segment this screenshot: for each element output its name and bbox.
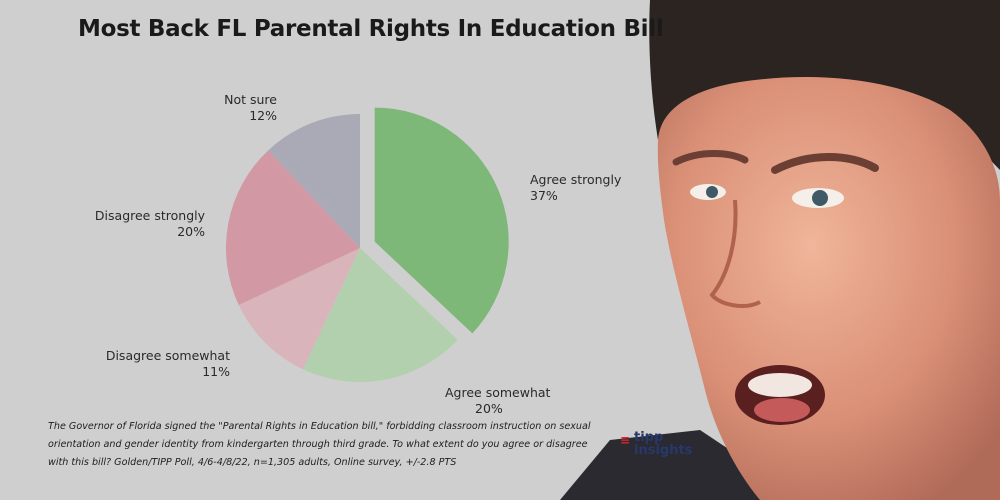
slice-value-label: 20% bbox=[177, 224, 205, 239]
logo-line-2: insights bbox=[634, 443, 693, 458]
logo-line-1: tipp bbox=[634, 430, 664, 445]
slice-label: Not sure bbox=[224, 92, 277, 107]
slice-value-label: 37% bbox=[530, 188, 558, 203]
logo-mark-icon: ≡ bbox=[620, 433, 631, 447]
chart-title: Most Back FL Parental Rights In Educatio… bbox=[78, 16, 664, 42]
slice-label: Agree strongly bbox=[530, 172, 622, 187]
slice-value-label: 20% bbox=[475, 401, 503, 416]
pie-slice-disagree-somewhat bbox=[238, 248, 360, 370]
slice-value-label: 11% bbox=[202, 364, 230, 379]
pie-slice-not-sure bbox=[268, 114, 360, 248]
slice-label: Agree somewhat bbox=[445, 385, 551, 400]
pie-slice-disagree-strongly bbox=[226, 150, 360, 306]
pie-slices bbox=[226, 107, 509, 382]
slice-label: Disagree strongly bbox=[95, 208, 206, 223]
pie-slice-agree-somewhat bbox=[302, 248, 458, 382]
chart-caption: The Governor of Florida signed the "Pare… bbox=[48, 421, 591, 468]
slice-label: Disagree somewhat bbox=[106, 348, 230, 363]
pie-slice-agree-strongly bbox=[374, 107, 509, 334]
slice-value-label: 12% bbox=[249, 108, 277, 123]
tipp-insights-logo: ≡ tipp insights bbox=[620, 430, 710, 464]
